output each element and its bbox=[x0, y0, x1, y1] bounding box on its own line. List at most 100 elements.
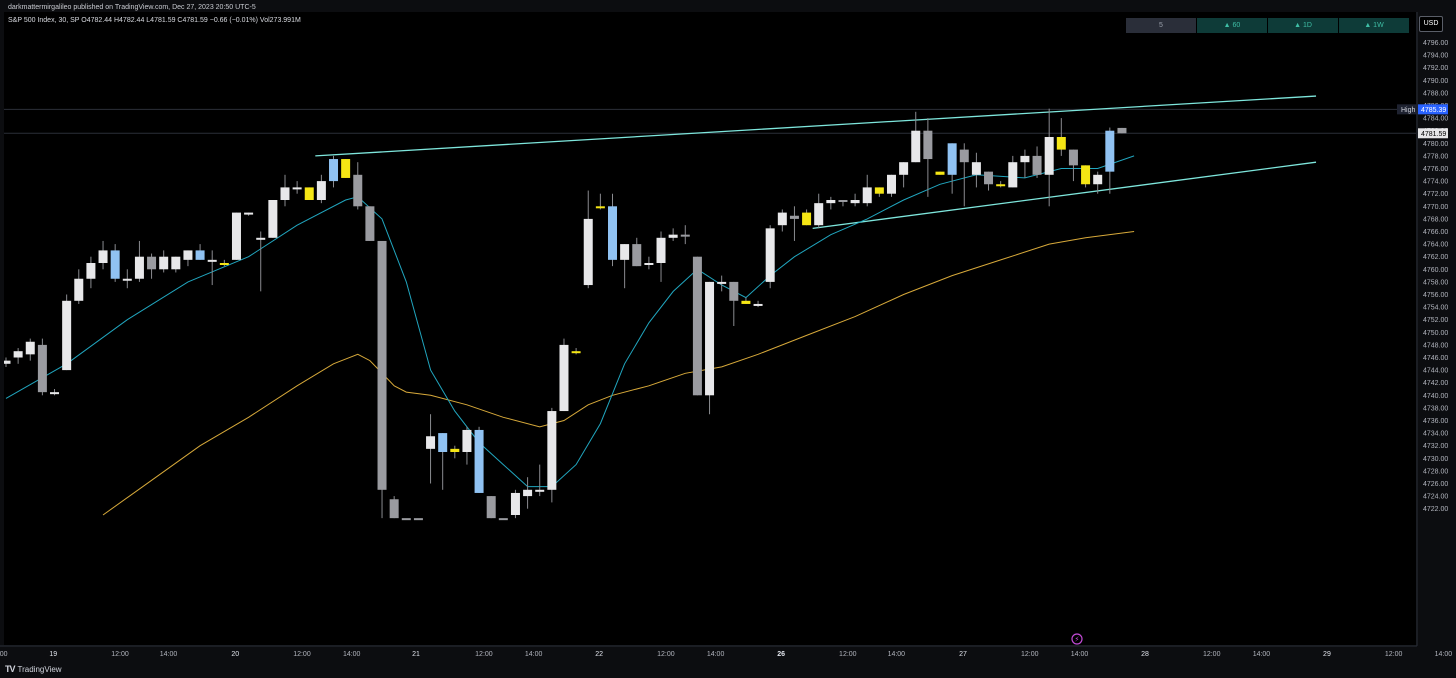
candle-body bbox=[1093, 174, 1103, 185]
candle-body bbox=[923, 130, 933, 160]
y-tick-label: 4722.00 bbox=[1423, 506, 1448, 513]
currency-button[interactable]: USD bbox=[1419, 16, 1443, 32]
candle-body bbox=[86, 263, 96, 279]
candle-body bbox=[438, 433, 448, 452]
timeframe-button[interactable]: 5 bbox=[1126, 18, 1196, 33]
y-tick-label: 4788.00 bbox=[1423, 90, 1448, 97]
candle-body bbox=[25, 341, 35, 355]
candle-body bbox=[62, 300, 72, 371]
candle-body bbox=[159, 256, 169, 270]
candle-body bbox=[620, 244, 630, 260]
candle-body bbox=[134, 256, 144, 279]
candle-body bbox=[886, 174, 896, 194]
x-tick-label: 12:00 bbox=[475, 651, 493, 658]
trendline bbox=[812, 161, 1317, 229]
candle-body bbox=[971, 162, 981, 175]
candle-body bbox=[219, 263, 229, 265]
high-tag-label-bg bbox=[1397, 104, 1418, 115]
x-tick-label: 12:00 bbox=[111, 651, 129, 658]
candle-body bbox=[244, 212, 254, 215]
y-tick-label: 4748.00 bbox=[1423, 342, 1448, 349]
candle-body bbox=[365, 206, 375, 241]
timeframe-selector: 5 ▲ 60 ▲ 1D ▲ 1W bbox=[1126, 18, 1409, 33]
candle-body bbox=[122, 278, 132, 281]
candle-body bbox=[231, 212, 241, 260]
high-tag-bg bbox=[1418, 104, 1448, 115]
candle-body bbox=[74, 278, 84, 301]
timeframe-button[interactable]: ▲ 60 bbox=[1197, 18, 1267, 33]
candle-body bbox=[571, 351, 581, 354]
y-tick-label: 4732.00 bbox=[1423, 443, 1448, 450]
y-tick-label: 4760.00 bbox=[1423, 267, 1448, 274]
x-tick-label: 14:00 bbox=[1253, 651, 1271, 658]
candle-body bbox=[462, 429, 472, 452]
y-tick-label: 4774.00 bbox=[1423, 179, 1448, 186]
candle-body bbox=[401, 518, 411, 521]
candle-body bbox=[183, 250, 193, 260]
candle-body bbox=[523, 489, 533, 497]
candle-body bbox=[341, 159, 351, 178]
candle-body bbox=[559, 344, 569, 412]
publish-info: darkmattermirgalileo published on Tradin… bbox=[8, 4, 256, 11]
candle-body bbox=[595, 206, 605, 209]
candle-body bbox=[98, 250, 108, 263]
candle-body bbox=[680, 234, 690, 237]
timeframe-button[interactable]: ▲ 1W bbox=[1339, 18, 1409, 33]
high-tag-label: High bbox=[1401, 107, 1416, 114]
last-price-tag-value: 4781.59 bbox=[1421, 131, 1446, 138]
candle-body bbox=[329, 159, 339, 182]
y-tick-label: 4778.00 bbox=[1423, 153, 1448, 160]
candle-body bbox=[280, 187, 290, 200]
x-tick-label: 12:00 bbox=[1203, 651, 1221, 658]
last-price-tag-bg bbox=[1418, 128, 1448, 139]
brand-label: TradingView bbox=[17, 664, 62, 674]
y-tick-label: 4772.00 bbox=[1423, 191, 1448, 198]
y-tick-label: 4752.00 bbox=[1423, 317, 1448, 324]
y-tick-label: 4730.00 bbox=[1423, 456, 1448, 463]
candle-body bbox=[498, 518, 508, 521]
tradingview-logo-icon: TV bbox=[5, 664, 15, 674]
candle-body bbox=[899, 162, 909, 175]
candle-body bbox=[1008, 162, 1018, 188]
x-tick-label: 22 bbox=[595, 651, 603, 658]
plot-layer bbox=[4, 95, 1416, 521]
candle-body bbox=[911, 130, 921, 163]
y-tick-label: 4726.00 bbox=[1423, 481, 1448, 488]
candle-body bbox=[717, 281, 727, 284]
candle-body bbox=[1081, 165, 1091, 185]
y-tick-label: 4728.00 bbox=[1423, 468, 1448, 475]
y-tick-label: 4736.00 bbox=[1423, 418, 1448, 425]
candle-body bbox=[13, 351, 23, 358]
candle-body bbox=[1105, 130, 1115, 172]
candle-body bbox=[583, 218, 593, 286]
y-tick-label: 4744.00 bbox=[1423, 368, 1448, 375]
candle-body bbox=[389, 499, 399, 519]
high-tag-value: 4785.39 bbox=[1421, 107, 1446, 114]
y-tick-label: 4740.00 bbox=[1423, 393, 1448, 400]
x-tick-label: 14:00 bbox=[1435, 651, 1453, 658]
candle-body bbox=[632, 244, 642, 267]
x-tick-label: 14:00 bbox=[343, 651, 361, 658]
candle-body bbox=[147, 256, 157, 270]
x-tick-label: 12:00 bbox=[1021, 651, 1039, 658]
candle-body bbox=[547, 411, 557, 490]
candle-body bbox=[814, 203, 824, 226]
candle-body bbox=[959, 149, 969, 163]
y-tick-label: 4784.00 bbox=[1423, 116, 1448, 123]
candle-body bbox=[838, 200, 848, 202]
y-tick-label: 4780.00 bbox=[1423, 141, 1448, 148]
symbol-ohlc-legend: S&P 500 Index, 30, SP O4782.44 H4782.44 … bbox=[8, 17, 301, 24]
candle-body bbox=[705, 281, 715, 396]
candle-body bbox=[37, 344, 47, 393]
x-tick-label: 12:00 bbox=[657, 651, 675, 658]
y-tick-label: 4746.00 bbox=[1423, 355, 1448, 362]
timeframe-button[interactable]: ▲ 1D bbox=[1268, 18, 1338, 33]
candle-body bbox=[510, 492, 520, 515]
x-tick-label: 14:00 bbox=[525, 651, 543, 658]
y-tick-label: 4756.00 bbox=[1423, 292, 1448, 299]
candle-body bbox=[413, 518, 423, 521]
y-tick-label: 4790.00 bbox=[1423, 78, 1448, 85]
y-tick-label: 4768.00 bbox=[1423, 216, 1448, 223]
